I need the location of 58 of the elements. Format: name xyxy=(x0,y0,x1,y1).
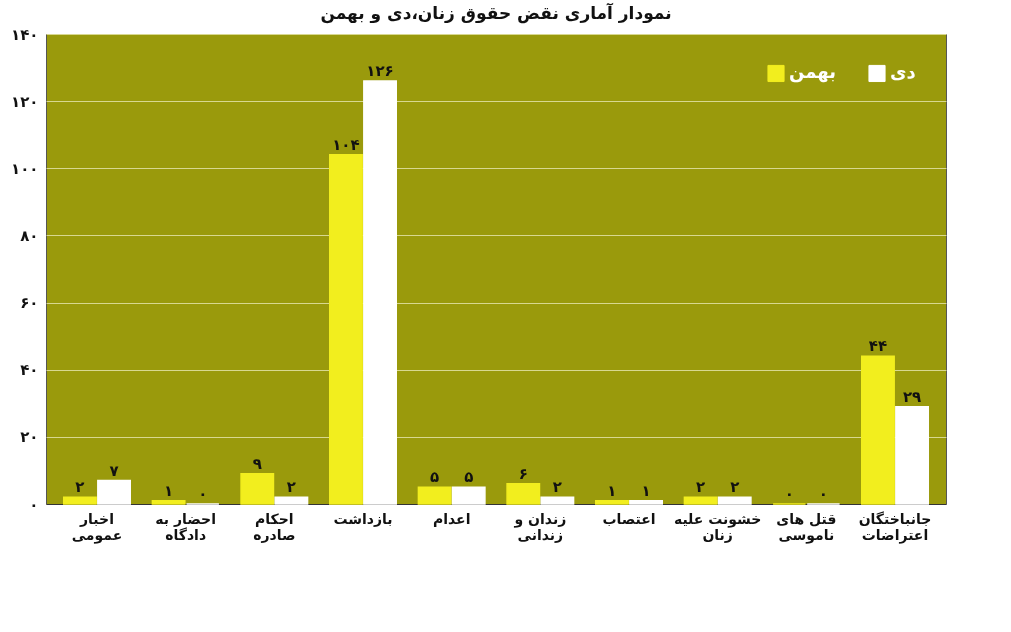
data-label: ۲ xyxy=(75,478,85,497)
x-tick-label: احکام صادره xyxy=(253,510,296,543)
bar xyxy=(417,486,452,505)
bar xyxy=(451,486,486,505)
chart-title: نمودار آماری نقض حقوق زنان،دی و بهمن xyxy=(320,2,672,24)
bar xyxy=(97,479,131,505)
data-label: ۹ xyxy=(252,454,262,473)
data-label: ۰ xyxy=(784,485,794,503)
bar xyxy=(895,405,930,505)
x-tick-label: خشونت علیه زنان xyxy=(673,510,762,543)
data-label: ۲۹ xyxy=(902,387,922,406)
bar xyxy=(540,496,575,505)
y-tick-label: ۸۰ xyxy=(20,226,39,245)
bar xyxy=(274,496,309,505)
data-label: ۱۰۴ xyxy=(332,135,360,154)
bar xyxy=(629,499,664,505)
x-tick-label: زندان و زندانی xyxy=(513,510,567,543)
x-tick-label: اعدام xyxy=(432,510,471,527)
y-tick-label: ۴۰ xyxy=(20,361,39,380)
x-tick-label: احضار به دادگاه xyxy=(155,510,216,543)
bar xyxy=(328,154,363,505)
data-label: ۲ xyxy=(696,478,706,497)
data-label: ۶ xyxy=(518,464,528,483)
y-tick-label: ۶۰ xyxy=(20,294,39,313)
y-tick-label: ۱۴۰ xyxy=(11,25,39,44)
bar xyxy=(683,496,718,505)
data-label: ۲ xyxy=(286,478,296,497)
data-label: ۵ xyxy=(430,468,440,487)
bar xyxy=(595,499,629,505)
y-tick-label: ۱۰۰ xyxy=(11,159,39,178)
x-tick-label: اخبار عمومی xyxy=(71,510,123,544)
y-tick-label: ۰ xyxy=(29,495,39,514)
data-label: ۷ xyxy=(109,461,119,480)
x-tick-label: جانباختگان اعتراضات xyxy=(858,510,932,544)
x-tick-label: بازداشت xyxy=(333,510,393,527)
data-label: ۴۴ xyxy=(868,337,888,356)
data-label: ۲ xyxy=(730,478,740,497)
data-label: ۱ xyxy=(607,481,617,500)
data-label: ۵ xyxy=(464,468,474,487)
data-label: ۰ xyxy=(818,485,828,503)
bar xyxy=(506,483,541,505)
data-label: ۲ xyxy=(552,478,562,497)
data-label: ۰ xyxy=(198,485,208,503)
bar xyxy=(151,499,186,505)
legend-label: دی xyxy=(890,61,916,83)
bar xyxy=(363,80,397,505)
bar xyxy=(717,496,752,505)
bar xyxy=(240,473,275,505)
y-tick-label: ۲۰ xyxy=(20,428,39,447)
data-label: ۱۲۶ xyxy=(366,62,394,80)
data-label: ۱ xyxy=(164,481,174,500)
y-tick-label: ۱۲۰ xyxy=(11,92,39,111)
x-tick-label: قتل های ناموسی xyxy=(776,510,837,544)
data-label: ۱ xyxy=(641,481,651,500)
x-tick-label: اعتصاب xyxy=(602,510,656,527)
bar xyxy=(62,496,97,505)
bar xyxy=(861,355,895,505)
legend-label: بهمن xyxy=(789,61,836,84)
